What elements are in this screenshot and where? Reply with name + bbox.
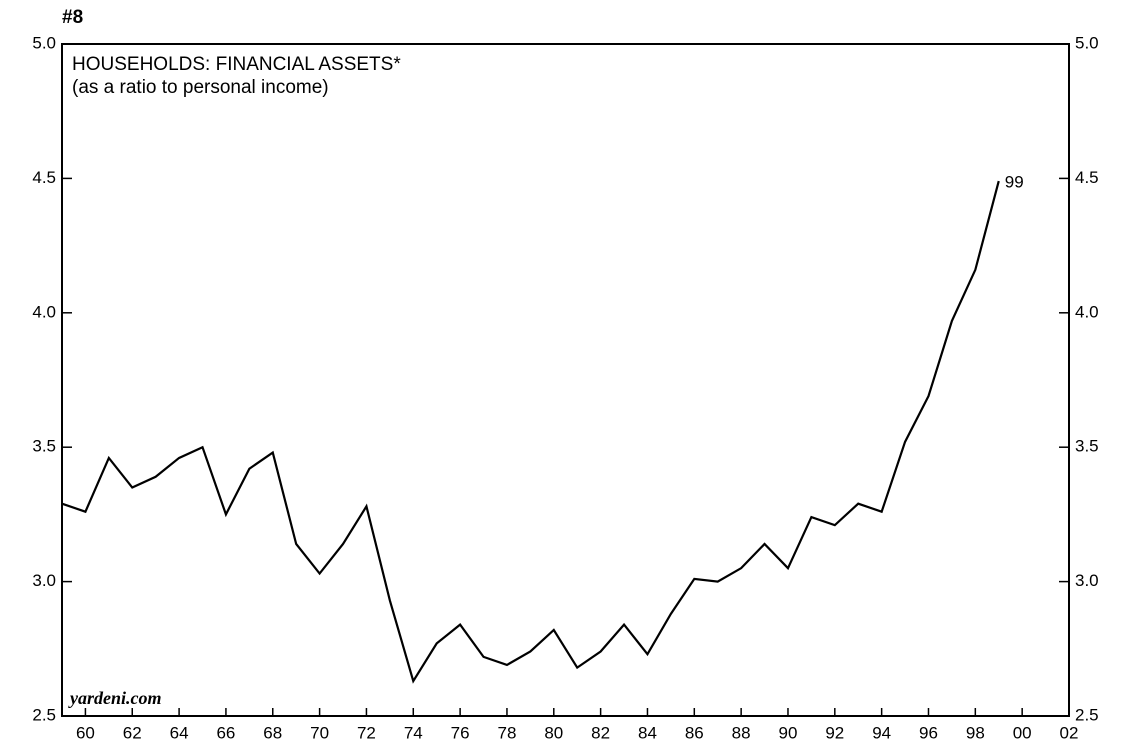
y-tick-label: 3.0 <box>32 571 56 590</box>
y2-tick-label: 4.0 <box>1075 302 1099 321</box>
plot-frame <box>61 43 1070 717</box>
data-line <box>61 180 1000 684</box>
end-label: 99 <box>1005 173 1024 192</box>
x-tick-label: 90 <box>779 723 798 742</box>
y2-tick-label: 3.5 <box>1075 437 1099 456</box>
y-tick-label: 2.5 <box>32 705 56 724</box>
x-tick-label: 78 <box>497 723 516 742</box>
y-tick-label: 5.0 <box>32 33 56 52</box>
x-tick-label: 02 <box>1060 723 1079 742</box>
y-tick-label: 4.0 <box>32 302 56 321</box>
x-tick-label: 82 <box>591 723 610 742</box>
x-tick-label: 70 <box>310 723 329 742</box>
page-label: #8 <box>62 7 83 28</box>
x-tick-label: 00 <box>1013 723 1032 742</box>
x-tick-label: 72 <box>357 723 376 742</box>
x-tick-label: 80 <box>544 723 563 742</box>
x-tick-label: 94 <box>872 723 891 742</box>
source: yardeni.com <box>68 688 162 708</box>
chart-subtitle: (as a ratio to personal income) <box>72 77 329 98</box>
x-tick-label: 68 <box>263 723 282 742</box>
y2-tick-label: 5.0 <box>1075 33 1099 52</box>
y2-tick-label: 3.0 <box>1075 571 1099 590</box>
x-tick-label: 88 <box>732 723 751 742</box>
x-tick-label: 84 <box>638 723 657 742</box>
x-tick-label: 98 <box>966 723 985 742</box>
x-tick-label: 64 <box>170 723 189 742</box>
x-tick-label: 62 <box>123 723 142 742</box>
x-tick-label: 60 <box>76 723 95 742</box>
x-tick-label: 92 <box>825 723 844 742</box>
x-tick-label: 76 <box>451 723 470 742</box>
y2-tick-label: 4.5 <box>1075 168 1099 187</box>
y2-tick-label: 2.5 <box>1075 705 1099 724</box>
x-tick-label: 74 <box>404 723 423 742</box>
x-tick-label: 86 <box>685 723 704 742</box>
y-tick-label: 4.5 <box>32 168 56 187</box>
y-tick-label: 3.5 <box>32 437 56 456</box>
chart-title: HOUSEHOLDS: FINANCIAL ASSETS* <box>72 54 401 75</box>
x-tick-label: 66 <box>216 723 235 742</box>
x-tick-label: 96 <box>919 723 938 742</box>
